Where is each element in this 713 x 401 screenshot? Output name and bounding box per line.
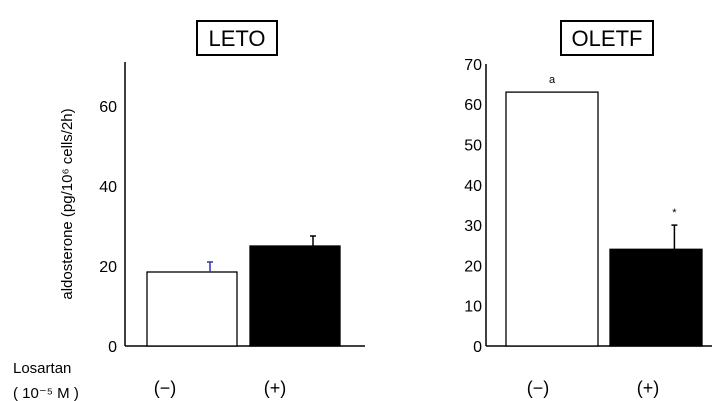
oletf-bar	[609, 248, 703, 347]
oletf-panel: OLETF 0 10 20 30 40 50 60 70 a (−) * (+)	[464, 20, 712, 398]
oletf-y-tick-label: 20	[464, 258, 482, 275]
oletf-y-tick-label: 50	[464, 138, 482, 155]
oletf-y-tick-label: 60	[464, 97, 482, 114]
oletf-y-tick-label: 30	[464, 218, 482, 235]
oletf-title-box	[560, 20, 654, 56]
oletf-bar	[505, 91, 599, 347]
leto-y-tick-label: 60	[99, 99, 117, 116]
oletf-marks: 0 10 20 30 40 50 60 70 a (−) * (+)	[464, 57, 703, 398]
leto-bar	[146, 271, 238, 347]
leto-marks: 0 20 40 60 (−) (+)	[99, 99, 341, 398]
leto-y-tick-label: 20	[99, 259, 117, 276]
leto-y-tick-label: 0	[108, 339, 117, 356]
oletf-title: OLETF	[572, 26, 643, 51]
leto-category-label: (+)	[264, 378, 287, 398]
oletf-y-tick-label: 0	[473, 339, 482, 356]
leto-bar	[249, 245, 341, 347]
oletf-category-label: (+)	[637, 378, 660, 398]
oletf-category-label: (−)	[527, 378, 550, 398]
leto-panel: LETO aldosterone (pg/10⁶ cells/2h) 0 20 40…	[59, 20, 365, 398]
oletf-y-tick-label: 40	[464, 178, 482, 195]
oletf-bar-annotation: a	[549, 74, 556, 86]
leto-category-label: (−)	[154, 378, 177, 398]
losartan-label: Losartan	[13, 360, 71, 377]
leto-title-box	[196, 20, 278, 56]
oletf-bar-annotation: *	[672, 207, 677, 219]
leto-title: LETO	[208, 26, 265, 51]
leto-y-axis-label: aldosterone (pg/10⁶ cells/2h)	[59, 108, 76, 299]
dose-label: ( 10⁻⁵ M )	[13, 385, 79, 401]
oletf-y-tick-label: 10	[464, 299, 482, 316]
leto-y-tick-label: 40	[99, 179, 117, 196]
oletf-y-tick-label: 70	[464, 57, 482, 74]
